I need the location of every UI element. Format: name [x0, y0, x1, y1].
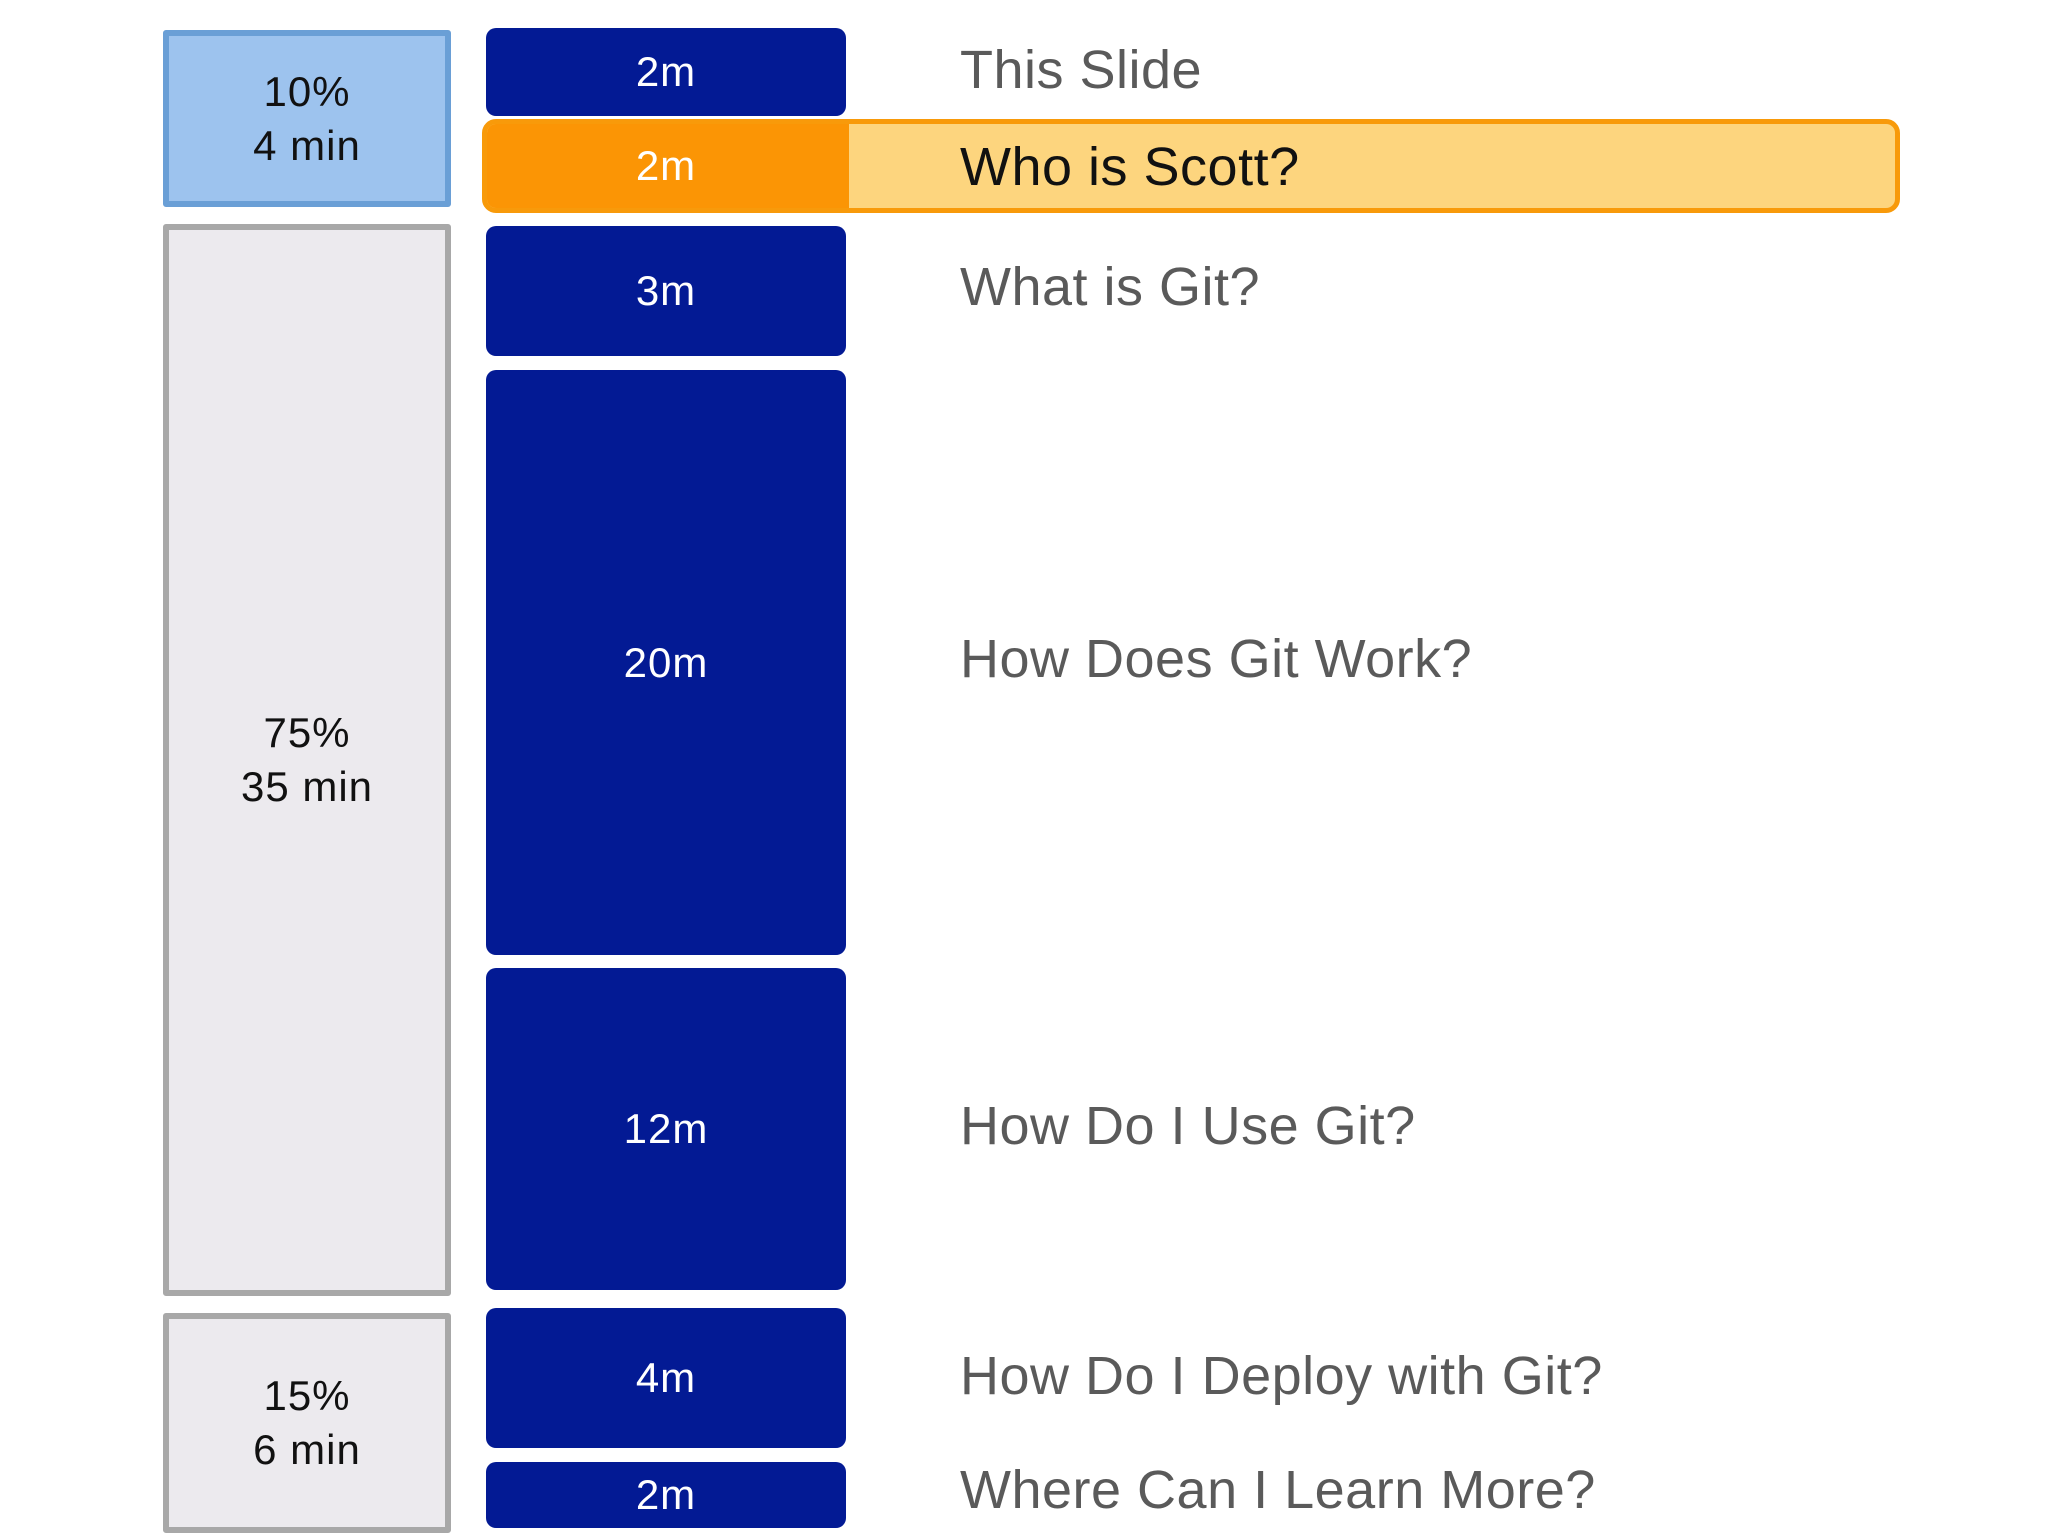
duration-block-how-do-i-deploy: 4m [486, 1308, 846, 1448]
duration-block-who-is-scott: 2m [486, 124, 846, 208]
duration-label: 2m [635, 142, 697, 189]
duration-block-this-slide: 2m [486, 28, 846, 116]
duration-label: 20m [623, 638, 709, 686]
section-closing-percent: 15% [263, 1372, 351, 1419]
duration-label: 2m [635, 1471, 697, 1518]
duration-block-what-is-git: 3m [486, 226, 846, 356]
duration-block-how-does-git-work: 20m [486, 370, 846, 955]
topic-where-can-i-learn-more: Where Can I Learn More? [960, 1460, 1596, 1520]
section-closing: 15% 6 min [163, 1313, 451, 1533]
duration-label: 4m [635, 1354, 697, 1401]
topic-how-do-i-use-git: How Do I Use Git? [960, 1096, 1416, 1156]
current-item-duration-fill [487, 124, 849, 208]
section-main: 75% 35 min [163, 224, 451, 1296]
duration-label: 3m [635, 267, 697, 314]
topic-how-does-git-work: How Does Git Work? [960, 629, 1473, 689]
section-main-percent: 75% [263, 709, 351, 756]
duration-label: 2m [635, 48, 697, 95]
current-item-highlight [482, 119, 1900, 213]
topic-who-is-scott: Who is Scott? [960, 137, 1300, 197]
duration-block-how-do-i-use-git: 12m [486, 968, 846, 1290]
section-closing-duration: 6 min [253, 1426, 361, 1473]
topic-how-do-i-deploy-with-git: How Do I Deploy with Git? [960, 1346, 1603, 1406]
section-intro-duration: 4 min [253, 121, 361, 169]
topic-what-is-git: What is Git? [960, 257, 1261, 317]
duration-label: 12m [623, 1105, 709, 1152]
topic-this-slide: This Slide [960, 40, 1203, 100]
section-intro: 10% 4 min [163, 30, 451, 207]
section-main-duration: 35 min [240, 763, 374, 810]
section-intro-percent: 10% [263, 67, 351, 115]
duration-block-where-can-i-learn: 2m [486, 1462, 846, 1528]
